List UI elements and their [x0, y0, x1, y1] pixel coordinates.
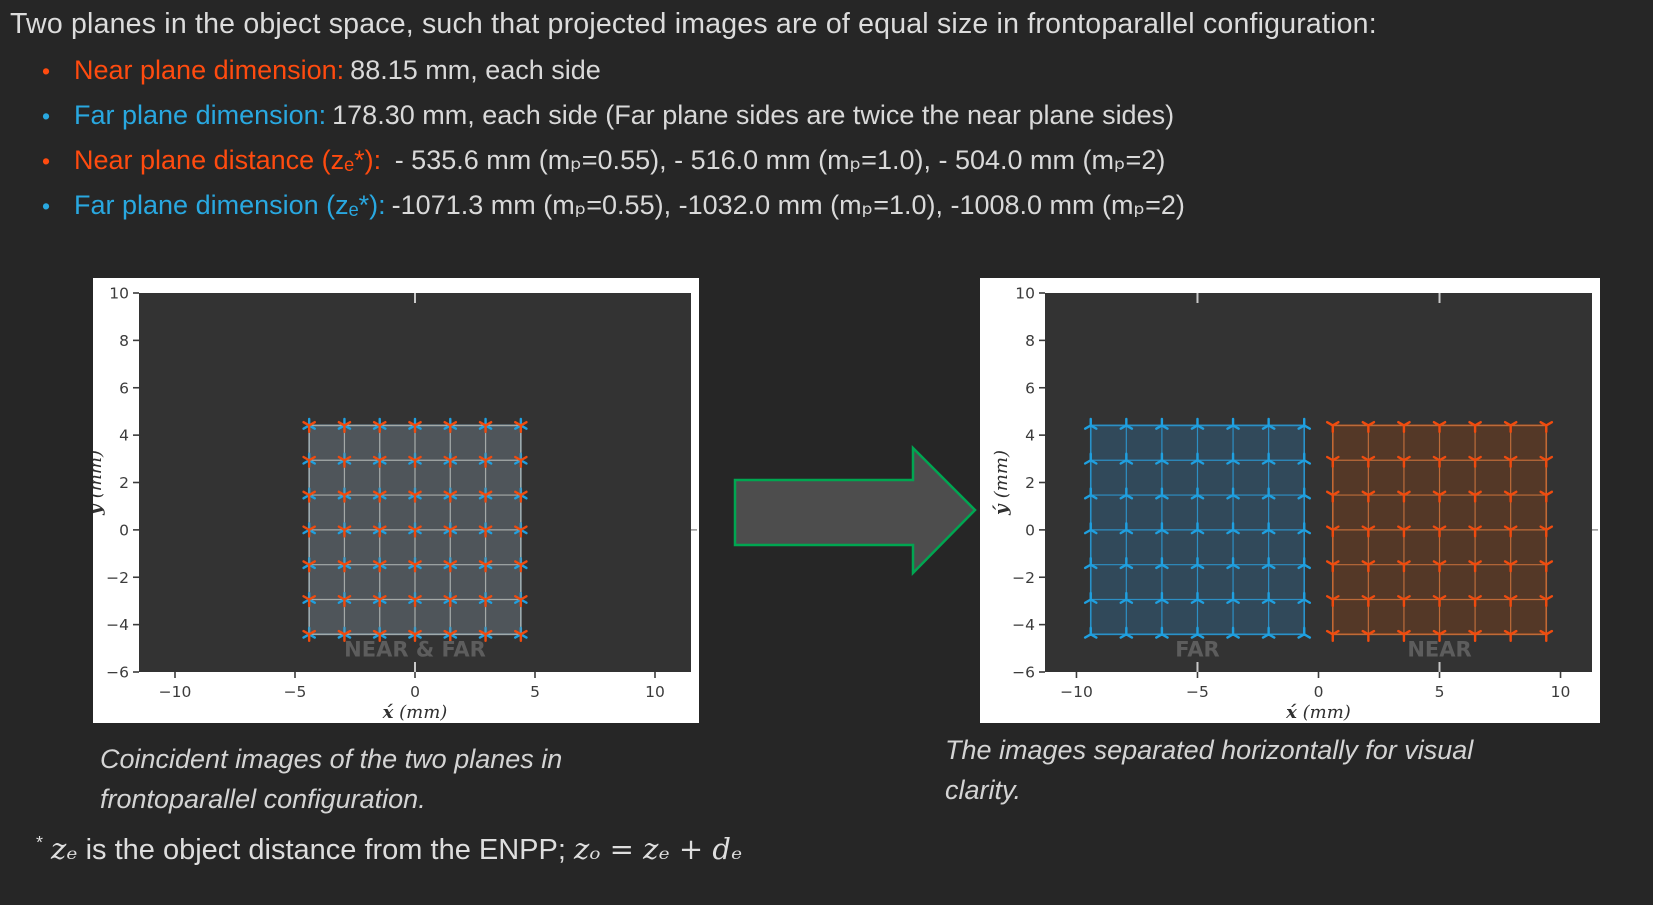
svg-text:10: 10	[1015, 285, 1035, 303]
right-plot: −6 −4 −2 0 2 4 6 8 10 −10 −5 0 5 10 FAR NEAR x́ (mm) ý (m…	[980, 278, 1600, 723]
bullet-item-near-distance: • Near plane distance (zₑ*): - 535.6 mm (…	[42, 138, 1185, 183]
svg-text:4: 4	[119, 427, 129, 445]
svg-text:NEAR: NEAR	[1407, 638, 1471, 662]
bullet-item-far-distance: • Far plane dimension (zₑ*): -1071.3 mm (m…	[42, 183, 1185, 228]
caption-left: Coincident images of the two planes in f…	[100, 740, 562, 820]
footnote-equation: zₒ = zₑ + dₑ	[573, 832, 743, 866]
svg-text:−10: −10	[1060, 683, 1093, 701]
bullet-list: • Near plane dimension: 88.15 mm, each sid…	[42, 48, 1185, 228]
svg-text:8: 8	[1025, 332, 1035, 350]
footnote: * zₑ is the object distance from the ENPP…	[36, 832, 742, 867]
bullet-text: 88.15 mm, each side	[350, 55, 601, 85]
arrow-right-icon	[733, 444, 977, 577]
bullet-text: -1071.3 mm (mₚ=0.55), -1032.0 mm (mₚ=1.0…	[391, 190, 1185, 220]
page-title: Two planes in the object space, such tha…	[10, 8, 1377, 40]
svg-text:ý (mm): ý (mm)	[93, 450, 106, 516]
figure-separated-planes: −6 −4 −2 0 2 4 6 8 10 −10 −5 0 5 10 FAR NEAR x́ (mm) ý (m…	[980, 278, 1600, 728]
svg-text:6: 6	[119, 379, 129, 397]
bullet-label: Near plane dimension:	[74, 55, 345, 85]
svg-text:FAR: FAR	[1175, 638, 1219, 662]
caption-left-line2: frontoparallel configuration.	[100, 783, 426, 814]
footnote-star: *	[36, 832, 43, 853]
footnote-z: zₑ	[51, 832, 78, 866]
bullet-text: 178.30 mm, each side (Far plane sides ar…	[332, 100, 1175, 130]
svg-text:0: 0	[1025, 521, 1035, 539]
svg-text:−10: −10	[159, 683, 192, 701]
svg-text:−5: −5	[1186, 683, 1209, 701]
bullet-dot: •	[42, 193, 51, 219]
svg-text:−5: −5	[284, 683, 307, 701]
footnote-text: is the object distance from the ENPP;	[77, 834, 574, 866]
bullet-label: Near plane distance (zₑ*):	[74, 145, 382, 175]
bullet-dot: •	[42, 148, 51, 174]
bullet-item-far-dimension: • Far plane dimension: 178.30 mm, each sid…	[42, 93, 1185, 138]
svg-text:x́ (mm): x́ (mm)	[382, 702, 448, 723]
bullet-dot: •	[42, 58, 51, 84]
bullet-label: Far plane dimension (zₑ*):	[74, 190, 386, 220]
svg-text:−4: −4	[1012, 616, 1035, 634]
svg-text:4: 4	[1025, 427, 1035, 445]
svg-text:10: 10	[109, 285, 129, 303]
bullet-text: - 535.6 mm (mₚ=0.55), - 516.0 mm (mₚ=1.0…	[387, 145, 1166, 175]
bullet-label: Far plane dimension:	[74, 100, 327, 130]
svg-text:x́ (mm): x́ (mm)	[1285, 702, 1351, 723]
caption-right: The images separated horizontally for vi…	[945, 731, 1473, 811]
svg-text:6: 6	[1025, 379, 1035, 397]
svg-text:10: 10	[1551, 683, 1571, 701]
svg-text:−4: −4	[106, 616, 129, 634]
svg-text:5: 5	[530, 683, 540, 701]
svg-text:−2: −2	[1012, 569, 1035, 587]
caption-left-line1: Coincident images of the two planes in	[100, 744, 563, 774]
svg-text:−6: −6	[106, 664, 129, 682]
figure-coincident-planes: −6 −4 −2 0 2 4 6 8 10 −10 −5 0 5 10 NEAR & FAR x́ (mm) ý…	[85, 278, 699, 728]
svg-text:−2: −2	[106, 569, 129, 587]
svg-text:8: 8	[119, 332, 129, 350]
caption-right-line1: The images separated horizontally for vi…	[945, 735, 1474, 765]
svg-text:−6: −6	[1012, 664, 1035, 682]
svg-text:NEAR & FAR: NEAR & FAR	[344, 638, 486, 662]
left-plot: −6 −4 −2 0 2 4 6 8 10 −10 −5 0 5 10 NEAR & FAR x́ (mm) ý…	[85, 278, 699, 723]
svg-text:0: 0	[119, 521, 129, 539]
bullet-item-near-dimension: • Near plane dimension: 88.15 mm, each sid…	[42, 48, 1185, 93]
svg-text:0: 0	[1314, 683, 1324, 701]
svg-text:2: 2	[1025, 474, 1035, 492]
svg-text:2: 2	[119, 474, 129, 492]
svg-text:10: 10	[645, 683, 665, 701]
svg-text:ý (mm): ý (mm)	[991, 450, 1012, 516]
transform-arrow	[718, 440, 980, 587]
svg-text:5: 5	[1435, 683, 1445, 701]
caption-right-line2: clarity.	[945, 774, 1022, 805]
bullet-dot: •	[42, 103, 51, 129]
svg-text:0: 0	[410, 683, 420, 701]
